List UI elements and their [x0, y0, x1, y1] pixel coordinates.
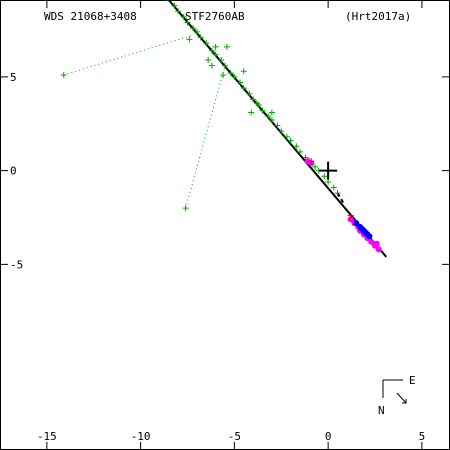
interferometric-point: [366, 233, 373, 240]
speckle-point: [347, 216, 354, 223]
x-tick-label: -15: [37, 430, 57, 443]
x-tick-label: -5: [228, 430, 241, 443]
speckle-point: [368, 238, 375, 245]
motion-arrow-shaft: [396, 392, 407, 404]
residual-line: [185, 65, 226, 209]
compass-east-label: E: [409, 374, 416, 387]
points-layer: [60, 0, 382, 253]
wds-designation: WDS 21068+3408: [44, 10, 137, 23]
ephemeris-segment: [336, 192, 344, 204]
orbit-reference: (Hrt2017a): [345, 10, 411, 23]
y-tick-label: 5: [10, 71, 17, 84]
x-tick-label: 5: [419, 430, 426, 443]
residual-layer: [63, 35, 226, 209]
x-tick-label: 0: [325, 430, 332, 443]
y-tick-label: 0: [10, 165, 17, 178]
speckle-point: [373, 240, 380, 247]
compass: E N: [378, 374, 416, 417]
primary-layer: [319, 161, 338, 180]
compass-north-label: N: [378, 404, 385, 417]
motion-arrow-icon: [402, 399, 407, 404]
residual-line: [63, 35, 192, 76]
pair-designation: STF2760AB: [185, 10, 245, 23]
speckle-point: [375, 246, 382, 253]
y-tick-label: -5: [10, 258, 23, 271]
interferometric-point: [353, 220, 360, 227]
x-tick-label: -10: [131, 430, 151, 443]
